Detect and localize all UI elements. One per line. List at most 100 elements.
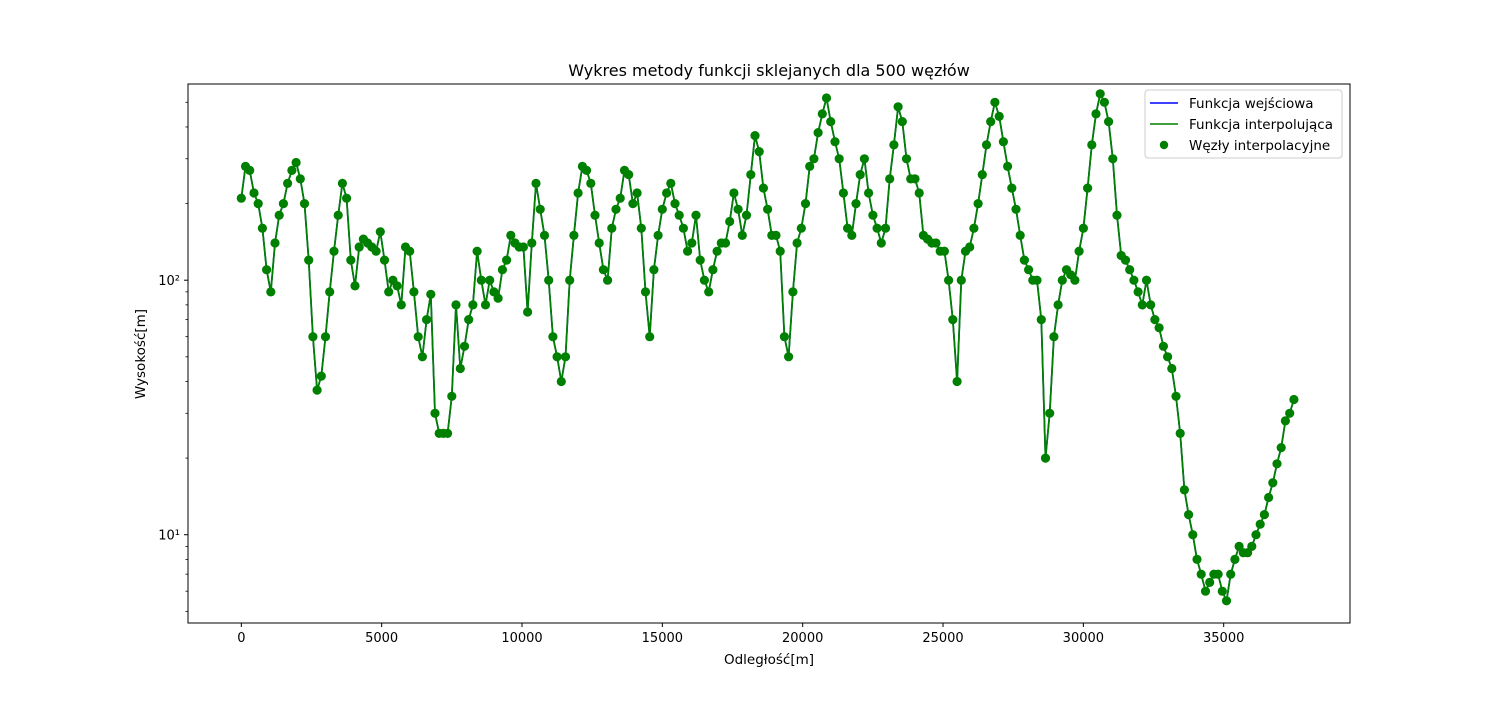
interpolation-node-point <box>750 131 760 141</box>
interpolation-node-point <box>977 170 987 180</box>
x-tick-label: 35000 <box>1203 631 1244 646</box>
interpolation-node-point <box>1133 287 1143 297</box>
interpolation-node-point <box>249 188 259 198</box>
interpolation-node-point <box>1259 509 1269 520</box>
interpolation-node-point <box>396 300 406 310</box>
interpolation-node-point <box>931 238 941 248</box>
interpolation-node-point <box>1289 394 1299 405</box>
interpolation-node-point <box>1095 89 1105 99</box>
interpolation-node-point <box>779 332 790 342</box>
interpolation-node-point <box>674 210 684 220</box>
interpolation-node-point <box>497 265 507 275</box>
chart-title: Wykres metody funkcji sklejanych dla 500… <box>568 61 970 80</box>
interpolation-node-point <box>409 287 419 297</box>
interpolation-node-point <box>704 287 714 297</box>
axes-frame <box>187 83 1351 624</box>
interpolation-node-point <box>443 428 453 438</box>
interpolation-node-point <box>998 137 1009 147</box>
interpolation-node-point <box>502 255 512 265</box>
interpolation-node-point <box>1137 300 1147 310</box>
interpolation-node-point <box>1247 541 1257 552</box>
interpolation-node-point <box>1015 230 1025 240</box>
interpolation-node-point <box>981 140 992 150</box>
interpolation-node-point <box>1083 183 1093 193</box>
x-tick-label: 0 <box>237 631 245 646</box>
interpolation-node-point <box>948 315 958 325</box>
interpolation-node-point <box>1112 210 1122 220</box>
interpolation-node-point <box>1205 577 1215 588</box>
interpolation-node-point <box>531 178 541 188</box>
interpolation-node-point <box>914 188 924 198</box>
interpolation-node-point <box>666 178 676 188</box>
interpolation-node-point <box>720 238 731 248</box>
x-tick-label: 5000 <box>365 631 398 646</box>
y-tick-label: 10¹ <box>158 529 180 544</box>
interpolation-node-point <box>653 230 663 240</box>
interpolation-node-point <box>1057 275 1067 285</box>
interpolation-node-point <box>253 199 263 209</box>
interpolation-node-point <box>851 199 861 209</box>
interpolation-node-point <box>544 275 554 285</box>
legend-label-input: Funkcja wejściowa <box>1189 96 1314 112</box>
interpolation-node-point <box>523 307 533 317</box>
interpolation-node-point <box>283 178 293 188</box>
interpolation-node-point <box>304 255 314 265</box>
interpolation-node-point <box>384 287 394 297</box>
interpolation-node-point <box>1255 519 1265 529</box>
interpolation-node-point <box>1045 408 1055 418</box>
interpolation-node-point <box>864 188 874 198</box>
interpolation-node-point <box>737 230 747 240</box>
interpolation-node-point <box>451 300 461 310</box>
interpolation-node-point <box>699 275 710 285</box>
interpolation-node-point <box>1019 255 1029 265</box>
interpolation-node-point <box>535 204 545 214</box>
interpolation-node-point <box>1226 569 1236 579</box>
interpolation-node-point <box>763 204 773 214</box>
interpolation-node-point <box>1167 363 1177 374</box>
interpolation-node-point <box>611 204 621 214</box>
interpolation-node-point <box>1129 275 1139 285</box>
interpolation-node-point <box>952 376 962 387</box>
interpolation-node-point <box>712 246 722 256</box>
interpolation-node-point <box>464 315 474 325</box>
x-tick-label: 15000 <box>642 631 683 646</box>
interpolation-node-point <box>485 275 495 285</box>
interpolation-node-point <box>1158 341 1168 351</box>
interpolation-node-point <box>476 275 486 285</box>
legend: Funkcja wejściowa Funkcja interpolująca … <box>1144 89 1343 159</box>
interpolation-node-point <box>392 281 402 291</box>
interpolation-node-point <box>1078 223 1088 233</box>
x-axis: 0 5000 10000 15000 20000 25000 30000 35000 <box>237 623 1244 646</box>
interpolation-node-point <box>569 230 579 240</box>
interpolation-node-point <box>889 140 899 150</box>
interpolation-node-point <box>598 265 609 275</box>
interpolation-node-point <box>320 332 331 342</box>
interpolation-node-point <box>1221 596 1232 606</box>
interpolation-node-point <box>325 287 335 297</box>
interpolation-node-point <box>809 154 819 164</box>
interpolation-node-point <box>1003 161 1013 171</box>
interpolation-node-point <box>1040 453 1051 463</box>
interpolation-node-point <box>1280 416 1290 426</box>
interpolation-node-point <box>316 371 326 381</box>
interpolation-node-point <box>518 242 529 252</box>
interpolation-node-point <box>472 246 482 256</box>
interpolation-node-point <box>1200 586 1211 596</box>
interpolation-node-point <box>346 255 356 265</box>
interpolation-node-point <box>287 165 297 175</box>
interpolation-node-point <box>1171 391 1181 401</box>
interpolation-node-point <box>632 188 642 198</box>
interpolation-node-point <box>560 352 571 362</box>
interpolation-node-point <box>691 210 701 220</box>
interpolation-node-point <box>1184 509 1194 520</box>
interpolation-node-point <box>1099 97 1109 107</box>
y-axis: 10¹ 10² <box>158 101 188 612</box>
interpolation-node-point <box>640 287 651 297</box>
interpolation-node-point <box>796 223 806 233</box>
interpolation-node-point <box>683 246 693 256</box>
interpolation-node-point <box>1070 275 1080 285</box>
interpolation-node-point <box>1146 300 1156 310</box>
interpolation-node-point <box>628 199 638 209</box>
interpolation-node-point <box>257 223 267 233</box>
